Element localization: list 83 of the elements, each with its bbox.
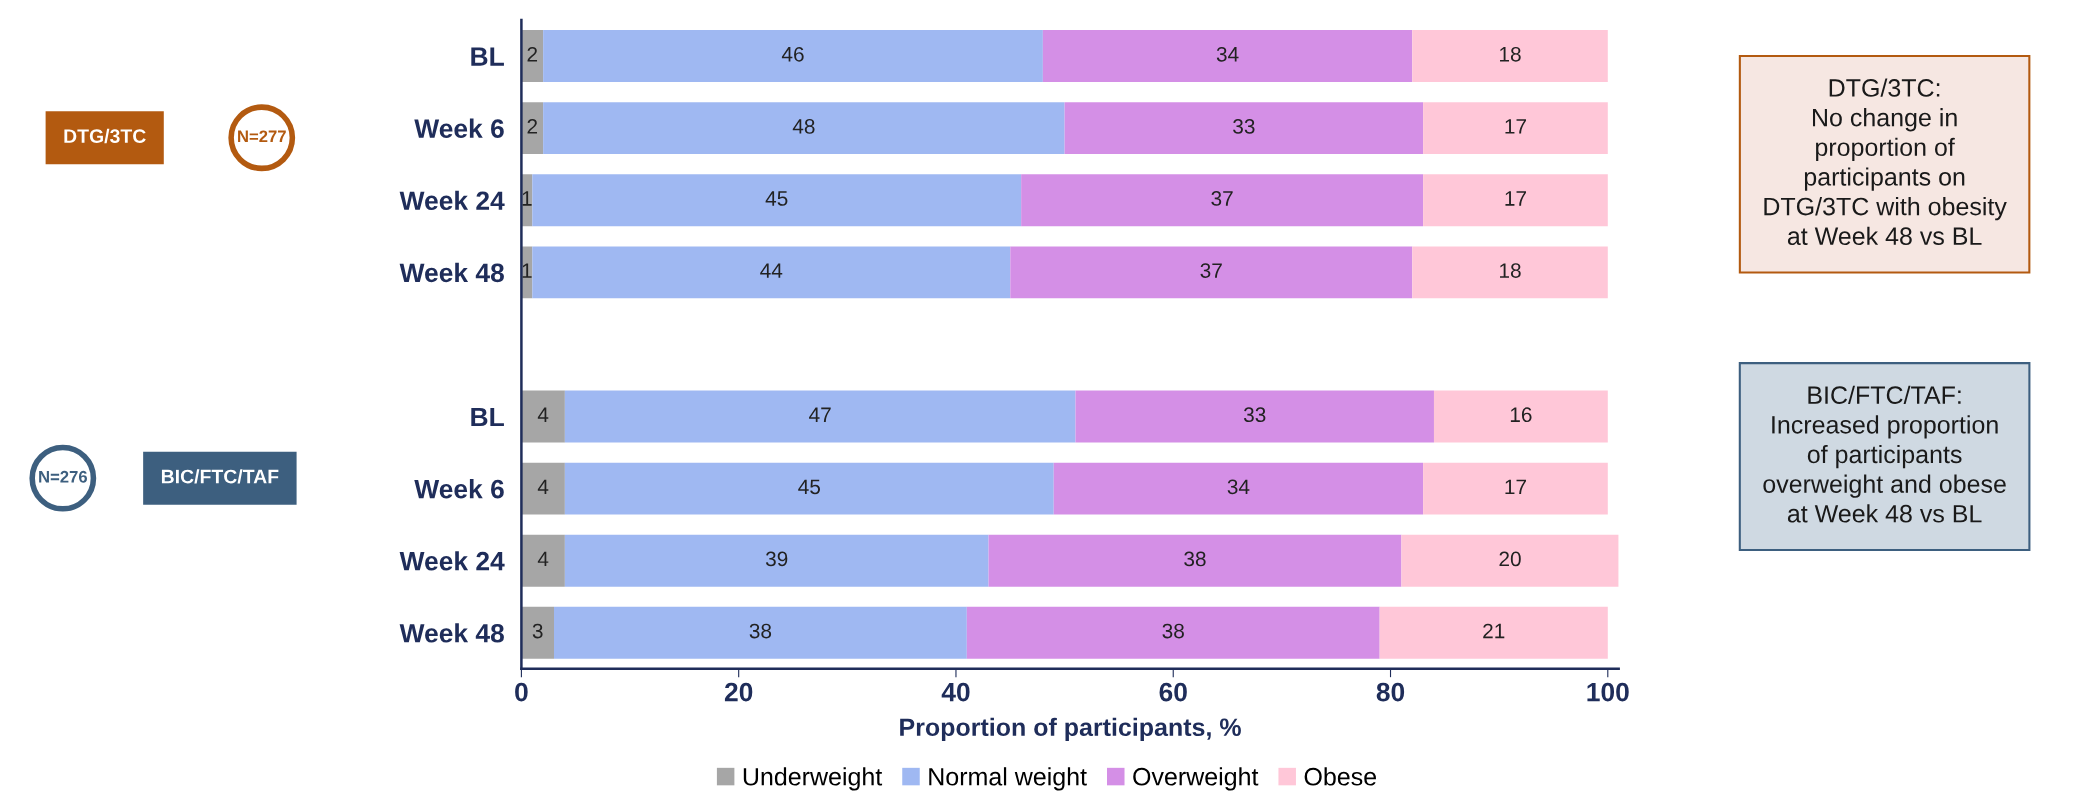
text: DTG/3TC <box>64 128 146 144</box>
bar <box>1433 390 1608 443</box>
data-label: 39 <box>765 551 788 567</box>
data-label: 4 <box>537 407 549 422</box>
data-label: 37 <box>1211 191 1233 206</box>
y-tick-label: Week 48 <box>399 623 504 643</box>
bar <box>521 606 554 659</box>
bar <box>564 462 1054 515</box>
bar <box>1379 606 1608 659</box>
text: BIC/FTC/TAF <box>161 469 279 484</box>
data-label: 2 <box>527 119 538 134</box>
y-tick-label: Week 6 <box>414 118 504 138</box>
bar <box>1010 246 1413 299</box>
bar <box>1053 462 1424 515</box>
bar <box>532 246 1011 299</box>
data-label: 3 <box>532 623 543 639</box>
data-label: 16 <box>1510 407 1532 423</box>
data-label: 4 <box>537 479 549 494</box>
data-label: 17 <box>1505 479 1526 494</box>
data-label: 18 <box>1500 46 1521 62</box>
legend-label: Obese <box>1304 767 1376 786</box>
bar <box>988 534 1402 587</box>
x-tick-label: 80 <box>1376 682 1405 702</box>
y-tick-label: Week 24 <box>399 190 505 211</box>
text: DTG/3TC: No change in proportion of participants on DTG/3TC with obesity at Week 48 vs BL <box>1764 78 2007 246</box>
text: N=276 <box>39 470 88 483</box>
data-label: 44 <box>760 263 783 278</box>
data-label: 17 <box>1505 191 1526 206</box>
data-label: 34 <box>1227 479 1250 495</box>
data-label: 18 <box>1500 263 1521 278</box>
x-tick-label: 60 <box>1159 682 1187 702</box>
bar <box>521 462 565 515</box>
bar <box>521 534 565 587</box>
data-label: 2 <box>527 46 538 62</box>
x-tick-label: 20 <box>724 682 753 702</box>
data-label: 20 <box>1499 551 1521 567</box>
bar <box>521 390 565 443</box>
data-label: 46 <box>781 46 804 62</box>
data-label: 38 <box>1162 623 1184 639</box>
bar <box>1423 102 1608 155</box>
data-label: 33 <box>1233 119 1255 134</box>
y-tick-label: Week 6 <box>414 479 504 499</box>
bar <box>554 606 967 659</box>
y-tick-label: BL <box>471 407 504 427</box>
data-label: 38 <box>749 623 772 639</box>
text: N=277 <box>238 130 286 143</box>
bar <box>564 534 989 587</box>
bar <box>1412 246 1608 299</box>
y-tick-label: Week 48 <box>399 262 504 283</box>
bar <box>543 102 1065 155</box>
bar <box>1042 30 1413 83</box>
x-tick-label: 40 <box>941 682 970 702</box>
data-label: 45 <box>798 479 821 495</box>
data-label: 33 <box>1243 407 1266 423</box>
y-tick-label: BL <box>471 47 504 66</box>
data-label: 34 <box>1216 46 1239 62</box>
x-axis-title: Proportion of participants, % <box>900 717 1241 742</box>
x-tick-label: 100 <box>1587 682 1629 702</box>
bar <box>1423 462 1608 515</box>
data-label: 47 <box>809 407 831 422</box>
legend-label: Normal weight <box>929 767 1087 791</box>
y-tick-label: Week 24 <box>399 551 505 571</box>
data-label: 4 <box>537 551 549 567</box>
bar <box>564 390 1076 443</box>
bar <box>543 30 1043 83</box>
data-label: 38 <box>1184 551 1206 567</box>
bar <box>1423 174 1608 227</box>
bar <box>1064 102 1424 155</box>
bar <box>1412 30 1608 83</box>
data-label: 37 <box>1200 263 1222 278</box>
bar <box>1075 390 1434 443</box>
x-tick-label: 0 <box>515 682 528 702</box>
bar <box>1401 534 1619 587</box>
data-label: 21 <box>1483 623 1505 639</box>
data-label: 45 <box>765 191 788 206</box>
bar <box>966 606 1380 659</box>
data-label: 48 <box>792 119 815 134</box>
legend-label: Underweight <box>743 767 883 791</box>
text: BIC/FTC/TAF: Increased proportion of participants overweight and obese at Week 48 vs BL <box>1763 385 2006 523</box>
legend-label: Overweight <box>1133 767 1259 791</box>
bar <box>1021 174 1424 227</box>
data-label: 17 <box>1505 119 1526 134</box>
bar <box>532 174 1022 227</box>
